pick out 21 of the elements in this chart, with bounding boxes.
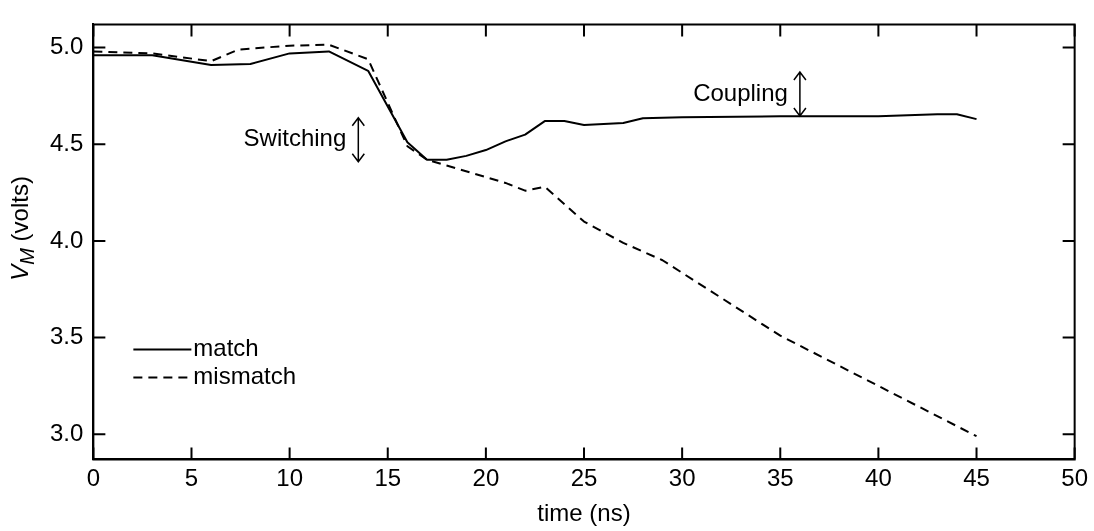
x-tick-label: 50 (1061, 464, 1088, 492)
y-tick-label: 4.5 (49, 128, 84, 156)
x-tick-label: 35 (766, 464, 794, 492)
y-tick-label: 3.5 (49, 322, 84, 350)
x-tick-label: 15 (374, 464, 402, 492)
y-tick-label: 5.0 (49, 32, 84, 60)
legend-label: mismatch (193, 362, 297, 390)
annotation: Coupling (693, 78, 788, 106)
legend-label: match (193, 334, 259, 362)
x-tick-label: 10 (276, 464, 303, 492)
x-tick-label: 25 (570, 464, 598, 492)
x-tick-label: 30 (668, 464, 696, 492)
annotation: Switching (243, 124, 347, 152)
y-tick-label: 3.0 (49, 418, 84, 446)
x-tick-label: 45 (963, 464, 990, 492)
x-tick-label: 40 (865, 464, 892, 492)
x-tick-label: 0 (86, 464, 101, 492)
y-tick-label: 4.0 (49, 225, 84, 253)
x-tick-label: 5 (184, 464, 199, 492)
x-axis-title: time (ns) (537, 499, 631, 527)
x-tick-label: 20 (472, 464, 500, 492)
